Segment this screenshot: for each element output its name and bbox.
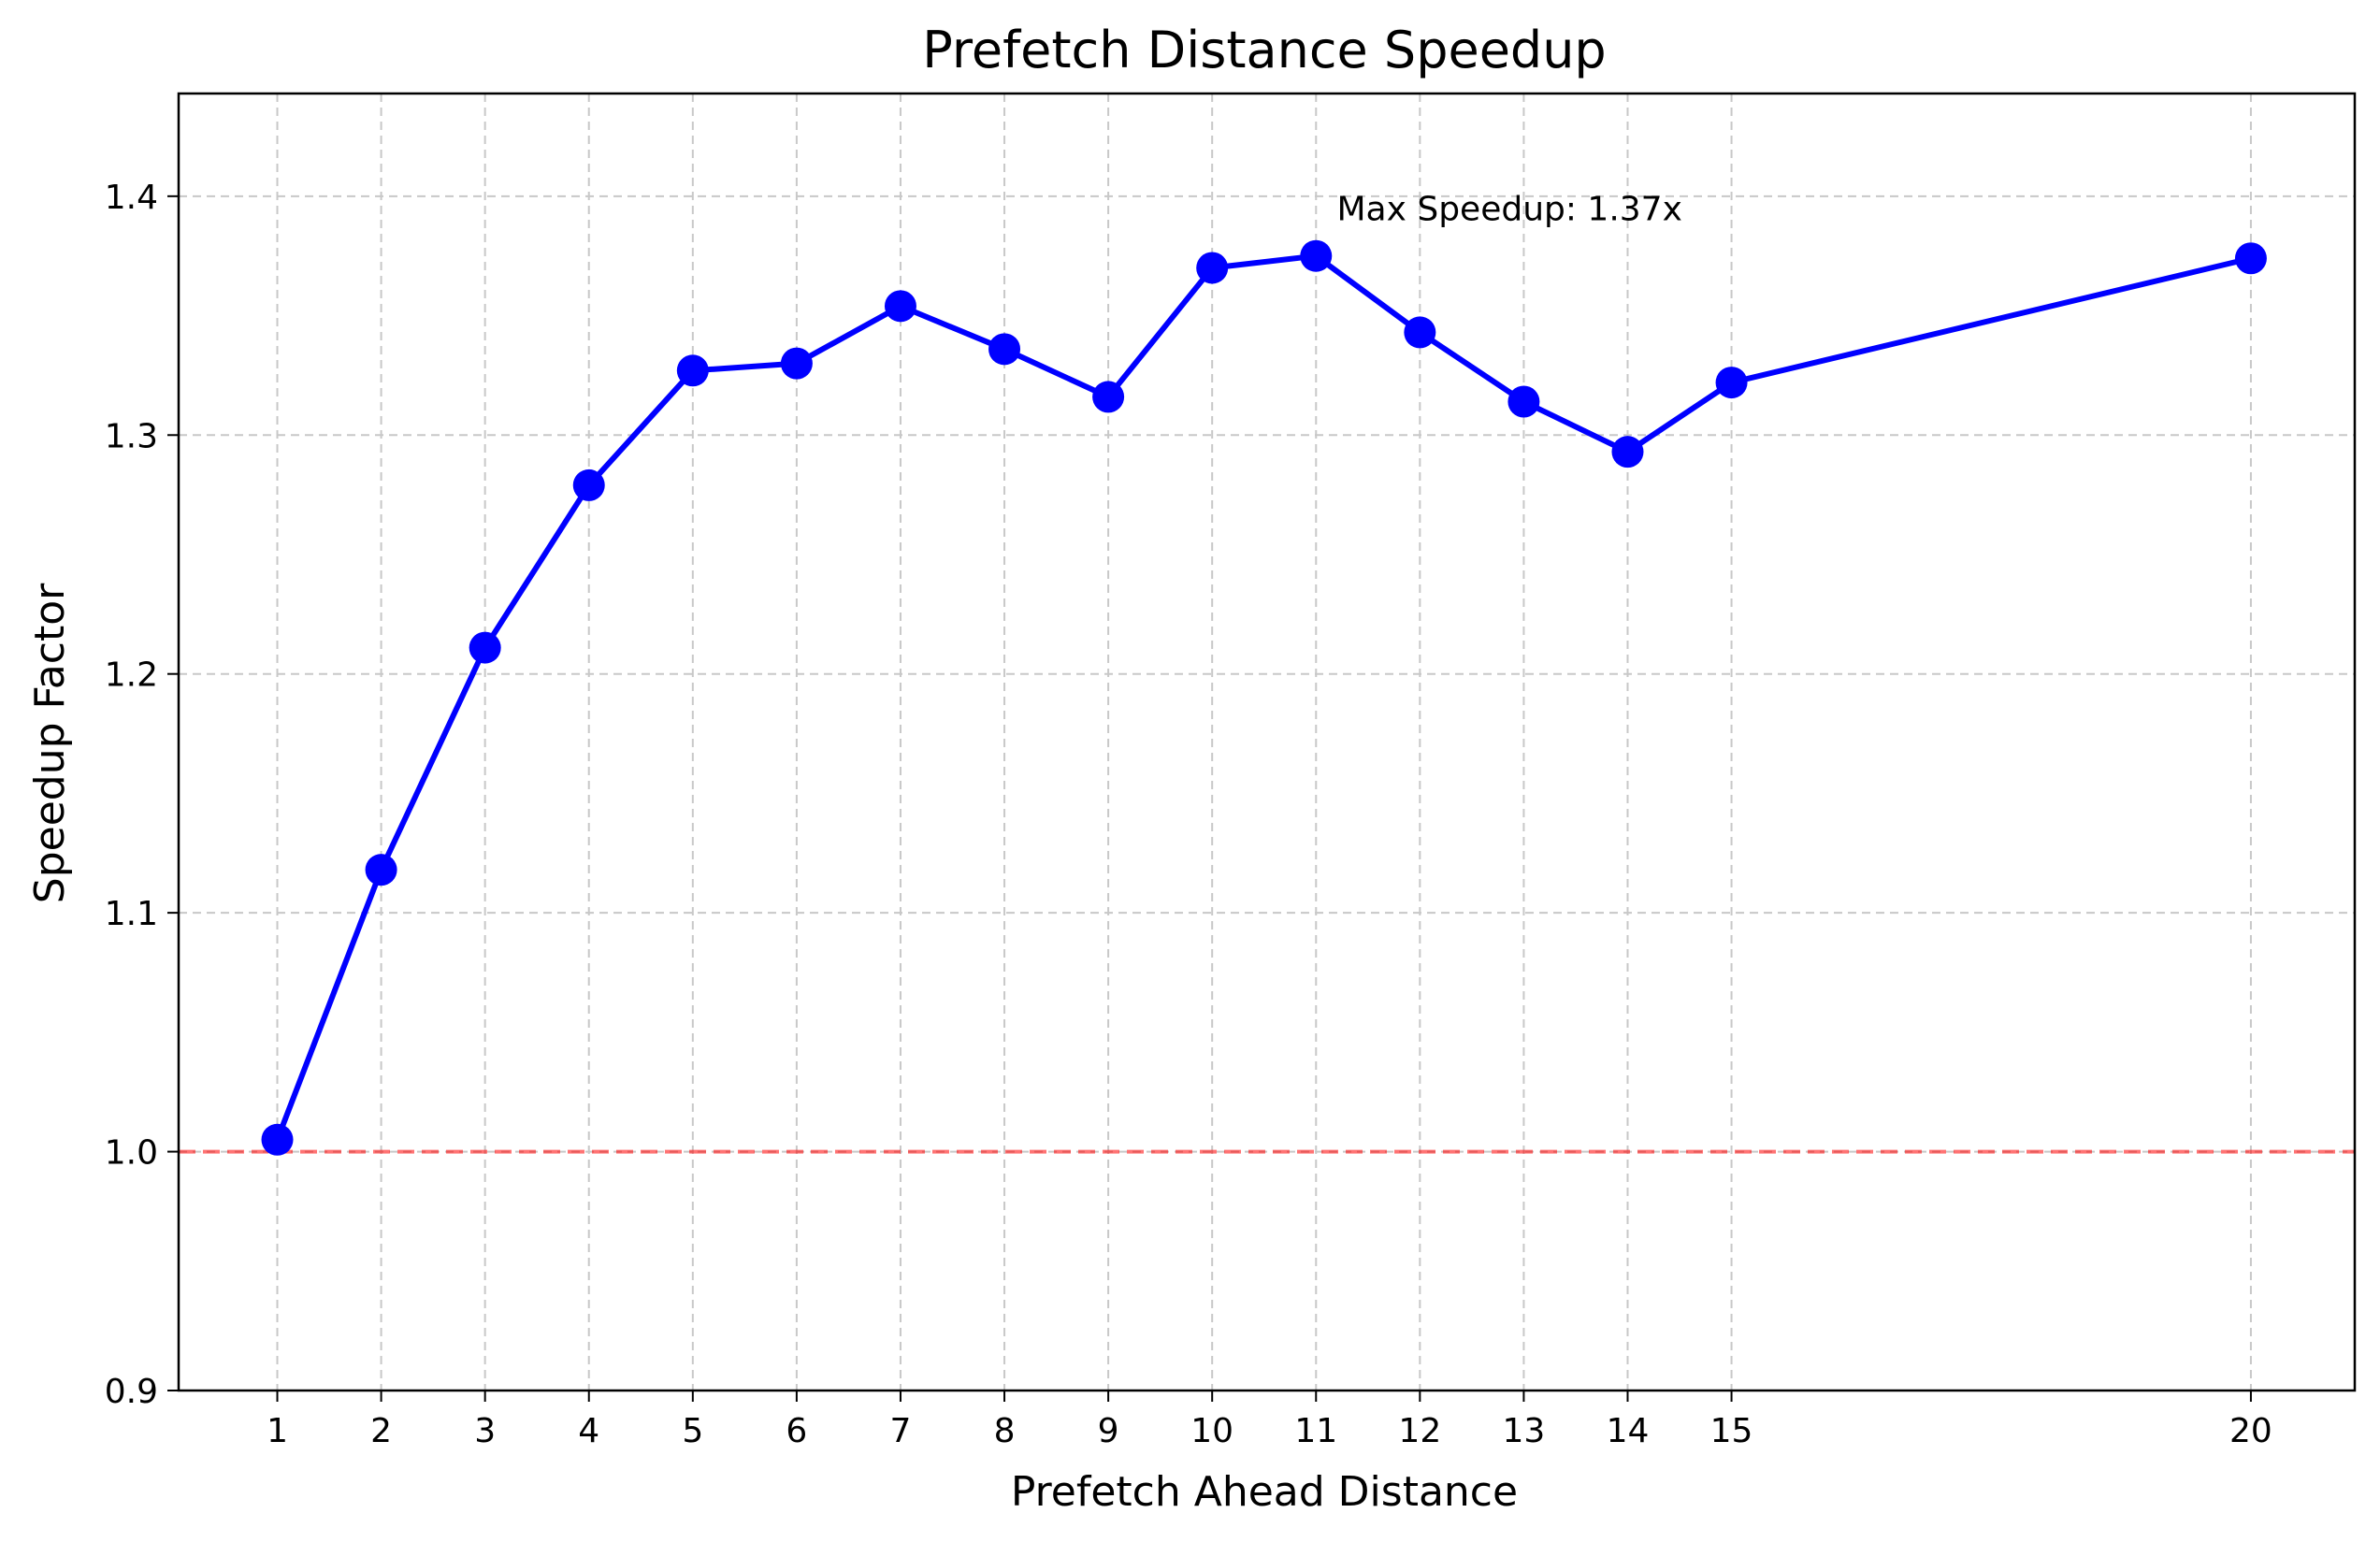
y-tick-label: 1.0 — [105, 1134, 158, 1173]
data-point — [780, 347, 813, 380]
y-tick-label: 1.4 — [105, 179, 158, 217]
x-tick-label: 3 — [474, 1412, 496, 1450]
data-point — [1092, 381, 1125, 413]
data-point — [1404, 316, 1436, 349]
x-tick-label: 13 — [1503, 1412, 1546, 1450]
data-point — [1611, 436, 1644, 468]
y-tick-label: 0.9 — [105, 1373, 158, 1411]
grid-lines — [179, 94, 2355, 1391]
x-tick-label: 1 — [267, 1412, 288, 1450]
x-tick-label: 8 — [994, 1412, 1016, 1450]
x-axis-label: Prefetch Ahead Distance — [1011, 1468, 1518, 1516]
y-axis-label: Speedup Factor — [26, 583, 74, 903]
data-point — [1300, 239, 1333, 272]
data-point — [469, 631, 501, 664]
data-point — [1196, 252, 1229, 284]
x-tick-label: 6 — [786, 1412, 807, 1450]
plot-frame — [177, 92, 2357, 1392]
series-line — [274, 252, 2252, 1141]
data-point — [572, 468, 605, 501]
data-point — [988, 333, 1021, 366]
data-point — [884, 290, 916, 323]
x-tick-label: 10 — [1190, 1412, 1233, 1450]
x-tick-label: 2 — [370, 1412, 392, 1450]
x-tick-label: 9 — [1098, 1412, 1119, 1450]
speedup-series — [261, 239, 2267, 1156]
x-tick-label: 7 — [890, 1412, 912, 1450]
x-tick-label: 12 — [1398, 1412, 1441, 1450]
tick-labels: 1 2 3 4 5 6 7 8 9 10 11 12 13 14 15 200.91.01.11.21.31.… — [105, 179, 2272, 1450]
data-point — [261, 1123, 294, 1156]
x-tick-label: 4 — [578, 1412, 599, 1450]
y-tick-label: 1.2 — [105, 656, 158, 695]
max-speedup-annotation: Max Speedup: 1.37x — [1336, 191, 1681, 229]
data-point — [1715, 367, 1748, 399]
x-tick-label: 14 — [1607, 1412, 1650, 1450]
chart-title: Prefetch Distance Speedup — [922, 21, 1606, 79]
data-point — [365, 854, 397, 886]
axes — [167, 92, 2357, 1402]
x-tick-label: 20 — [2229, 1412, 2272, 1450]
y-tick-label: 1.1 — [105, 895, 158, 933]
x-tick-label: 11 — [1294, 1412, 1337, 1450]
data-point — [2234, 242, 2267, 275]
x-tick-label: 5 — [682, 1412, 703, 1450]
y-tick-label: 1.3 — [105, 417, 158, 455]
x-tick-label: 15 — [1710, 1412, 1753, 1450]
data-point — [676, 354, 709, 387]
data-point — [1507, 385, 1540, 418]
